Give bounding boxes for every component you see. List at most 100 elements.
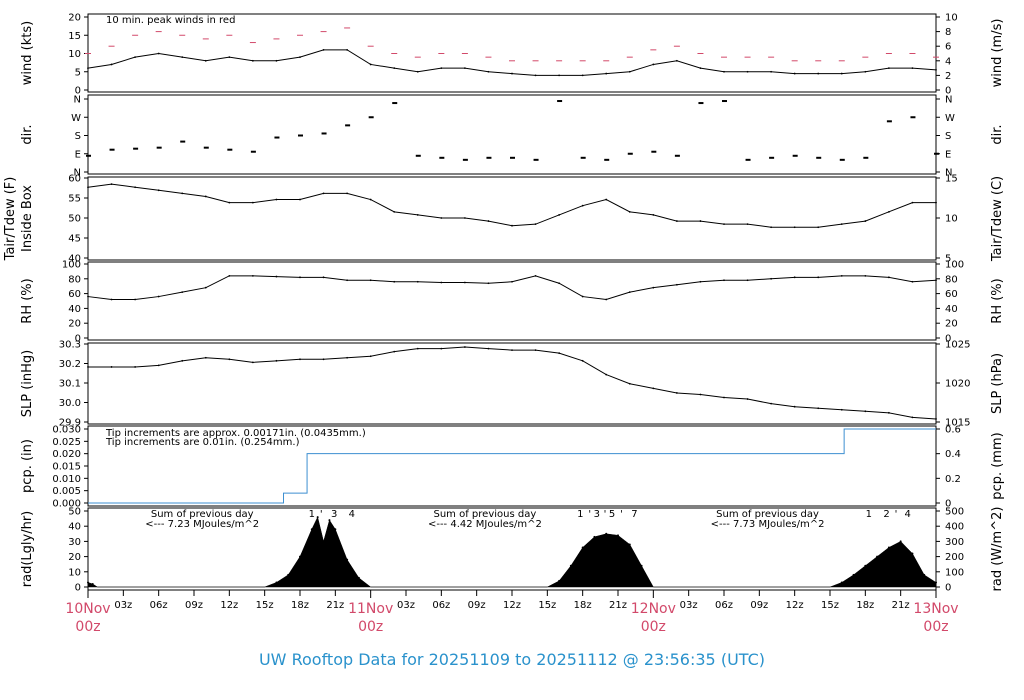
day-sum-value: <--- 7.73 MJoules/m^2 xyxy=(711,519,825,530)
data-point xyxy=(133,147,139,150)
data-point xyxy=(840,72,843,75)
data-point xyxy=(864,220,867,222)
panel-annotation: 10 min. peak winds in red xyxy=(106,15,235,26)
data-point xyxy=(275,275,278,278)
data-point xyxy=(593,535,596,538)
data-point xyxy=(416,280,419,283)
data-point xyxy=(698,102,704,105)
data-point xyxy=(911,552,914,555)
right-tick-label: 8 xyxy=(945,27,951,38)
data-point xyxy=(440,347,443,350)
data-point xyxy=(628,70,631,73)
data-point xyxy=(581,546,584,549)
data-point xyxy=(299,56,301,59)
right-tick-label: 80 xyxy=(945,274,958,285)
data-point xyxy=(275,198,278,201)
tip-note-red: Tip increments are approx. 0.00171in. (0… xyxy=(105,428,366,439)
data-point xyxy=(534,223,537,226)
data-point xyxy=(887,210,890,213)
data-point xyxy=(180,140,186,143)
data-point xyxy=(793,276,796,279)
panel-frame xyxy=(87,342,937,425)
right-tick-label: 0.6 xyxy=(945,425,961,436)
data-point xyxy=(911,67,914,69)
series-dir-0 xyxy=(86,100,939,161)
data-point xyxy=(463,281,466,284)
data-point xyxy=(675,283,678,286)
right-tick-label: 0 xyxy=(945,334,951,345)
data-point xyxy=(204,195,207,198)
left-tick-label: 30.0 xyxy=(59,398,81,409)
data-point xyxy=(487,282,490,285)
left-tick-label: 80 xyxy=(68,274,81,285)
data-point xyxy=(923,573,926,576)
data-point xyxy=(322,276,325,279)
data-point xyxy=(770,226,773,229)
data-point xyxy=(274,136,280,139)
data-point xyxy=(416,70,419,73)
day-hour-label: 00z xyxy=(358,619,383,635)
right-tick-label: 4 xyxy=(945,56,951,67)
series-slp-0 xyxy=(87,346,937,420)
data-point xyxy=(487,70,490,73)
y-axis-label-left: wind (kts) xyxy=(20,21,35,85)
data-point xyxy=(911,280,914,283)
data-point xyxy=(511,349,513,352)
data-point xyxy=(581,204,584,207)
data-point xyxy=(463,217,466,219)
y-axis-label-left: dir. xyxy=(20,124,35,144)
right-tick-label: 0 xyxy=(945,583,951,594)
hour-mark: 5 xyxy=(609,509,615,520)
series-line xyxy=(87,49,937,76)
day-sum-value: <--- 4.42 MJoules/m^2 xyxy=(428,519,542,530)
data-point xyxy=(792,154,798,157)
left-tick-label: 0.005 xyxy=(52,486,81,497)
data-point xyxy=(935,418,937,420)
hour-mark: 2 xyxy=(883,509,889,520)
data-point xyxy=(935,201,937,204)
data-point xyxy=(134,186,137,189)
data-point xyxy=(887,411,890,414)
data-point xyxy=(817,72,820,75)
data-point xyxy=(674,154,680,157)
data-point xyxy=(511,280,513,283)
series-rad-0 xyxy=(87,516,937,588)
data-point xyxy=(369,198,372,201)
y-axis-label-right: SLP (hPa) xyxy=(990,353,1005,414)
data-point xyxy=(87,581,89,584)
series-line xyxy=(88,428,936,504)
data-point xyxy=(793,405,796,408)
hour-mark: 4 xyxy=(905,509,911,520)
data-point xyxy=(511,72,513,75)
data-point xyxy=(723,279,725,282)
data-point xyxy=(204,59,207,62)
y-axis-label-right: Tair/Tdew (C) xyxy=(990,176,1005,262)
left-tick-label: 10 xyxy=(68,49,81,60)
left-tick-label: 30.3 xyxy=(59,340,81,351)
day-label: 13Nov xyxy=(913,601,958,617)
data-point xyxy=(322,540,325,543)
data-point xyxy=(934,152,939,155)
data-point xyxy=(605,298,608,301)
data-point xyxy=(369,355,372,358)
series-rh-0 xyxy=(87,274,937,301)
left-tick-label: 0.020 xyxy=(52,449,81,460)
right-tick-label: 20 xyxy=(945,319,958,330)
series-line xyxy=(88,346,937,420)
data-point xyxy=(110,298,113,301)
data-point xyxy=(275,359,278,362)
data-point xyxy=(651,150,657,153)
hour-tick-label: 12z xyxy=(503,600,521,611)
data-point xyxy=(299,198,301,201)
radiation-area xyxy=(87,516,937,588)
data-point xyxy=(440,281,443,284)
data-point xyxy=(463,346,466,348)
data-point xyxy=(652,63,655,66)
data-point xyxy=(228,358,231,361)
data-point xyxy=(368,116,374,119)
y-axis-label-right: pcp. (mm) xyxy=(990,432,1005,499)
data-point xyxy=(228,274,231,277)
